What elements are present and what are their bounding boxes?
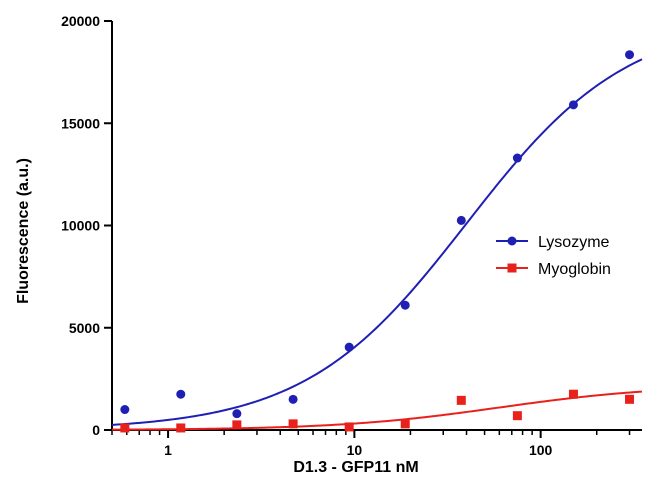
y-tick-label: 20000 bbox=[61, 13, 100, 29]
y-axis-label: Fluorescence (a.u.) bbox=[15, 158, 32, 304]
y-tick-label: 10000 bbox=[61, 218, 100, 234]
data-point-myoglobin bbox=[568, 389, 578, 399]
data-point-lysozyme bbox=[344, 342, 354, 352]
data-point-lysozyme bbox=[512, 153, 522, 163]
data-point-lysozyme bbox=[232, 409, 242, 419]
legend: Lysozyme Myoglobin bbox=[496, 234, 611, 278]
data-point-myoglobin bbox=[625, 394, 635, 404]
fit-curves bbox=[111, 58, 643, 431]
data-point-lysozyme bbox=[176, 389, 186, 399]
data-point-lysozyme bbox=[288, 394, 298, 404]
y-tick-label: 15000 bbox=[61, 115, 100, 131]
data-point-myoglobin bbox=[512, 411, 522, 421]
legend-marker bbox=[507, 236, 517, 246]
y-ticks: 0 5000 10000 15000 20000 bbox=[61, 13, 112, 438]
data-point-myoglobin bbox=[344, 422, 354, 432]
data-point-myoglobin bbox=[288, 419, 298, 429]
data-point-myoglobin bbox=[456, 395, 466, 405]
data-point-myoglobin bbox=[120, 423, 130, 433]
axes bbox=[111, 21, 642, 431]
data-point-lysozyme bbox=[625, 50, 635, 60]
x-tick-label: 1 bbox=[164, 442, 172, 458]
fit-curve-myoglobin bbox=[111, 390, 643, 431]
x-tick-label: 100 bbox=[529, 442, 553, 458]
data-point-myoglobin bbox=[176, 423, 186, 433]
legend-label: Lysozyme bbox=[538, 234, 610, 251]
fit-curve-lysozyme bbox=[111, 58, 643, 426]
legend-label: Myoglobin bbox=[538, 261, 611, 278]
x-ticks: 1 10 100 bbox=[111, 430, 631, 458]
data-point-lysozyme bbox=[456, 215, 466, 225]
data-point-lysozyme bbox=[568, 100, 578, 110]
data-point-myoglobin bbox=[400, 419, 410, 429]
data-point-lysozyme bbox=[120, 405, 130, 415]
x-axis-label: D1.3 - GFP11 nM bbox=[293, 459, 418, 476]
legend-marker bbox=[507, 263, 517, 273]
data-point-lysozyme bbox=[400, 300, 410, 310]
data-point-myoglobin bbox=[232, 420, 242, 430]
data-points bbox=[120, 50, 635, 433]
y-tick-label: 0 bbox=[92, 422, 100, 438]
x-tick-label: 10 bbox=[347, 442, 363, 458]
y-tick-label: 5000 bbox=[69, 320, 100, 336]
